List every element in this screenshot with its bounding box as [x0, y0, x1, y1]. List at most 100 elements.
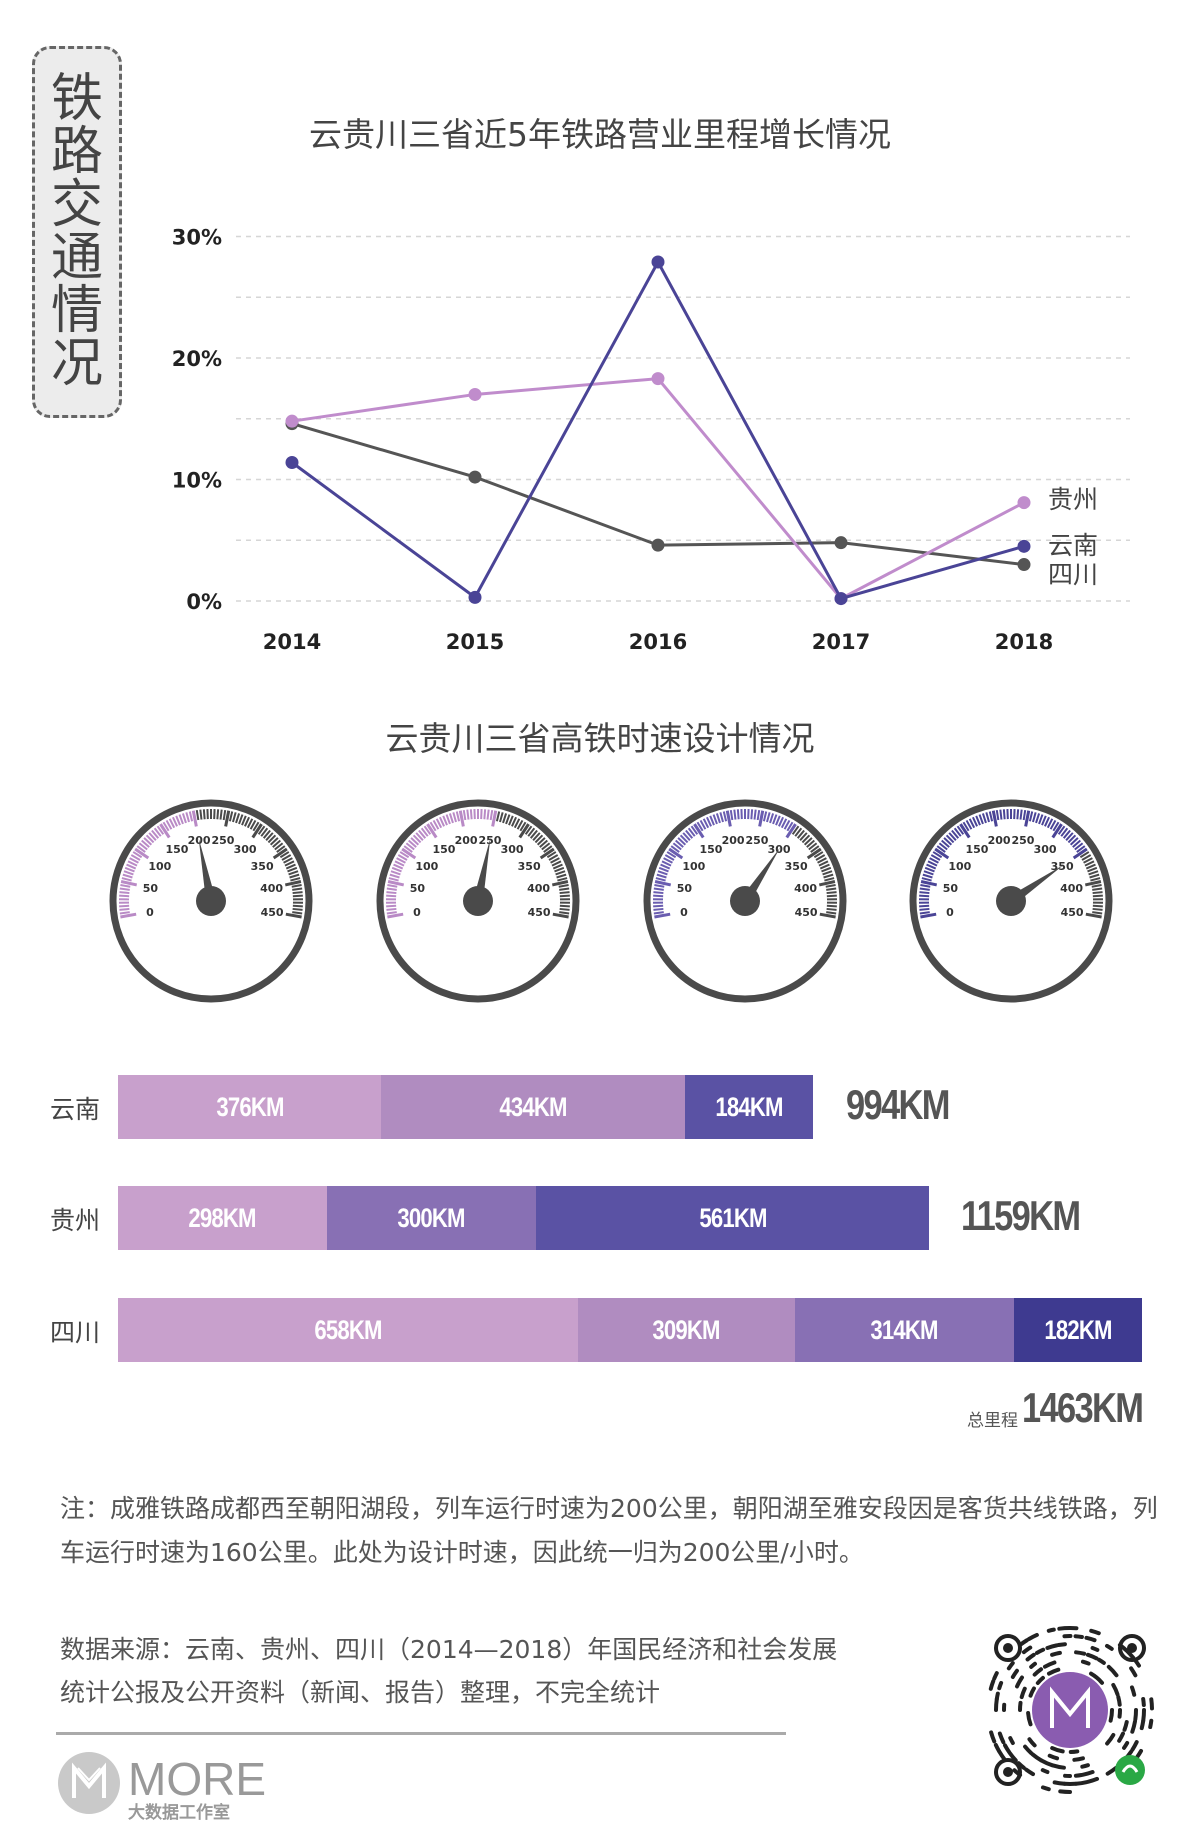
bar-segment: 658KM [118, 1298, 579, 1362]
bar-segment: 184KM [684, 1075, 814, 1139]
gauge-section-title: 云贵川三省高铁时速设计情况 [385, 719, 815, 758]
gauge-tick [756, 809, 761, 821]
brand-subtitle: 大数据工作室 [128, 1803, 230, 1823]
gauge-tick [292, 911, 303, 915]
gauge-tick [290, 877, 301, 882]
gauge-tick [119, 891, 130, 895]
gauge-tick [660, 863, 671, 870]
gauge-tick [283, 857, 293, 864]
gauge-tick-label: 400 [260, 882, 283, 895]
gauge-hub [730, 886, 760, 916]
gauge-tick [769, 813, 775, 824]
gauge-tick [291, 884, 302, 888]
gauge-tick [653, 887, 664, 891]
gauge-tick [559, 904, 570, 908]
gauge-tick [145, 834, 155, 844]
gauge-tick-label: 450 [528, 906, 551, 919]
gauge-tick [938, 842, 948, 851]
gauge-tick [244, 816, 250, 827]
gauge-tick [269, 837, 279, 846]
gauge-tick [552, 863, 563, 870]
gauge-tick [702, 818, 710, 829]
bar-segment: 314KM [794, 1298, 1015, 1362]
gauge-tick [1051, 823, 1063, 839]
gauge-tick [175, 815, 181, 826]
gauge-tick [388, 877, 399, 882]
gauge-tick [387, 880, 405, 887]
gauge-tick [391, 866, 402, 873]
gauge-tick [981, 813, 987, 824]
gauge-tick-label: 100 [148, 860, 171, 873]
gauge-tick [1087, 866, 1098, 873]
gauge-tick [284, 880, 302, 887]
gauge-tick [661, 860, 672, 867]
gauge-tick [279, 851, 290, 859]
bar-total: 1159KM [960, 1192, 1081, 1239]
gauge-tick [285, 863, 296, 870]
gauge-tick [919, 907, 930, 911]
gauge-tick [550, 857, 560, 864]
gauge-tick-label: 150 [432, 843, 455, 856]
gauge-tick [396, 857, 406, 864]
legend-label: 云南 [1048, 531, 1098, 560]
y-tick-label: 0% [186, 590, 222, 614]
gauge-tick-label: 150 [965, 843, 988, 856]
gauge-tick [953, 827, 962, 837]
gauge-tick [920, 912, 937, 919]
gauge-tick [985, 812, 990, 823]
gauge-tick [956, 825, 965, 835]
gauge-tick [292, 907, 303, 911]
gauge-tick [499, 812, 504, 823]
data-point [468, 470, 482, 484]
gauge-tick [136, 845, 146, 853]
gauge-tick [289, 873, 300, 879]
gauge-tick [675, 839, 684, 848]
gauge-tick-label: 400 [1060, 882, 1083, 895]
gauge-tick [803, 837, 813, 846]
side-title-box: 铁路交通情况 [32, 46, 122, 418]
gauge-tick [932, 851, 943, 859]
gauge-tick-label: 50 [143, 882, 159, 895]
gauge-tick [653, 911, 664, 915]
gauge-tick [252, 821, 260, 832]
gauge-tick [555, 870, 566, 876]
gauge-tick [1081, 854, 1092, 861]
gauge-tick [539, 839, 548, 848]
gauge-tick [923, 870, 934, 876]
gauge-tick [543, 845, 553, 853]
gauge-tick [1088, 870, 1099, 876]
gauge-tick [119, 907, 130, 911]
y-tick-label: 30% [172, 226, 222, 250]
gauge-tick [120, 912, 137, 919]
gauge-tick [452, 812, 457, 823]
gauge-tick [513, 818, 521, 829]
gauge-tick [246, 818, 254, 829]
gauge-tick-label: 400 [527, 882, 550, 895]
gauge-tick [948, 832, 957, 841]
gauge-tick [262, 829, 271, 839]
gauge-tick [276, 845, 286, 853]
gauge-tick [265, 832, 274, 841]
gauge-tick [712, 814, 718, 825]
gauge-tick [670, 845, 680, 853]
gauge-tick [458, 810, 465, 827]
data-source: 数据来源：云南、贵州、四川（2014—2018）年国民经济和社会发展统计公报及公… [60, 1635, 838, 1707]
gauge-tick-label: 350 [251, 860, 274, 873]
gauge-tick-label: 200 [455, 834, 478, 847]
gauge-tick-label: 50 [410, 882, 426, 895]
gauge-tick [426, 823, 438, 839]
gauge-tick [403, 845, 413, 853]
gauge-tick [292, 891, 303, 895]
gauge-tick [284, 860, 295, 867]
gauge-tick [558, 884, 569, 888]
gauge-tick [999, 809, 1003, 820]
gauge-tick [1091, 884, 1102, 888]
gauge-hub [996, 886, 1026, 916]
gauge-tick [736, 809, 740, 820]
gauge-tick [653, 894, 664, 898]
gauge-tick [696, 821, 704, 832]
gauge-tick [1052, 821, 1060, 832]
gauge-tick [386, 911, 397, 915]
gauge-tick [995, 809, 1000, 821]
